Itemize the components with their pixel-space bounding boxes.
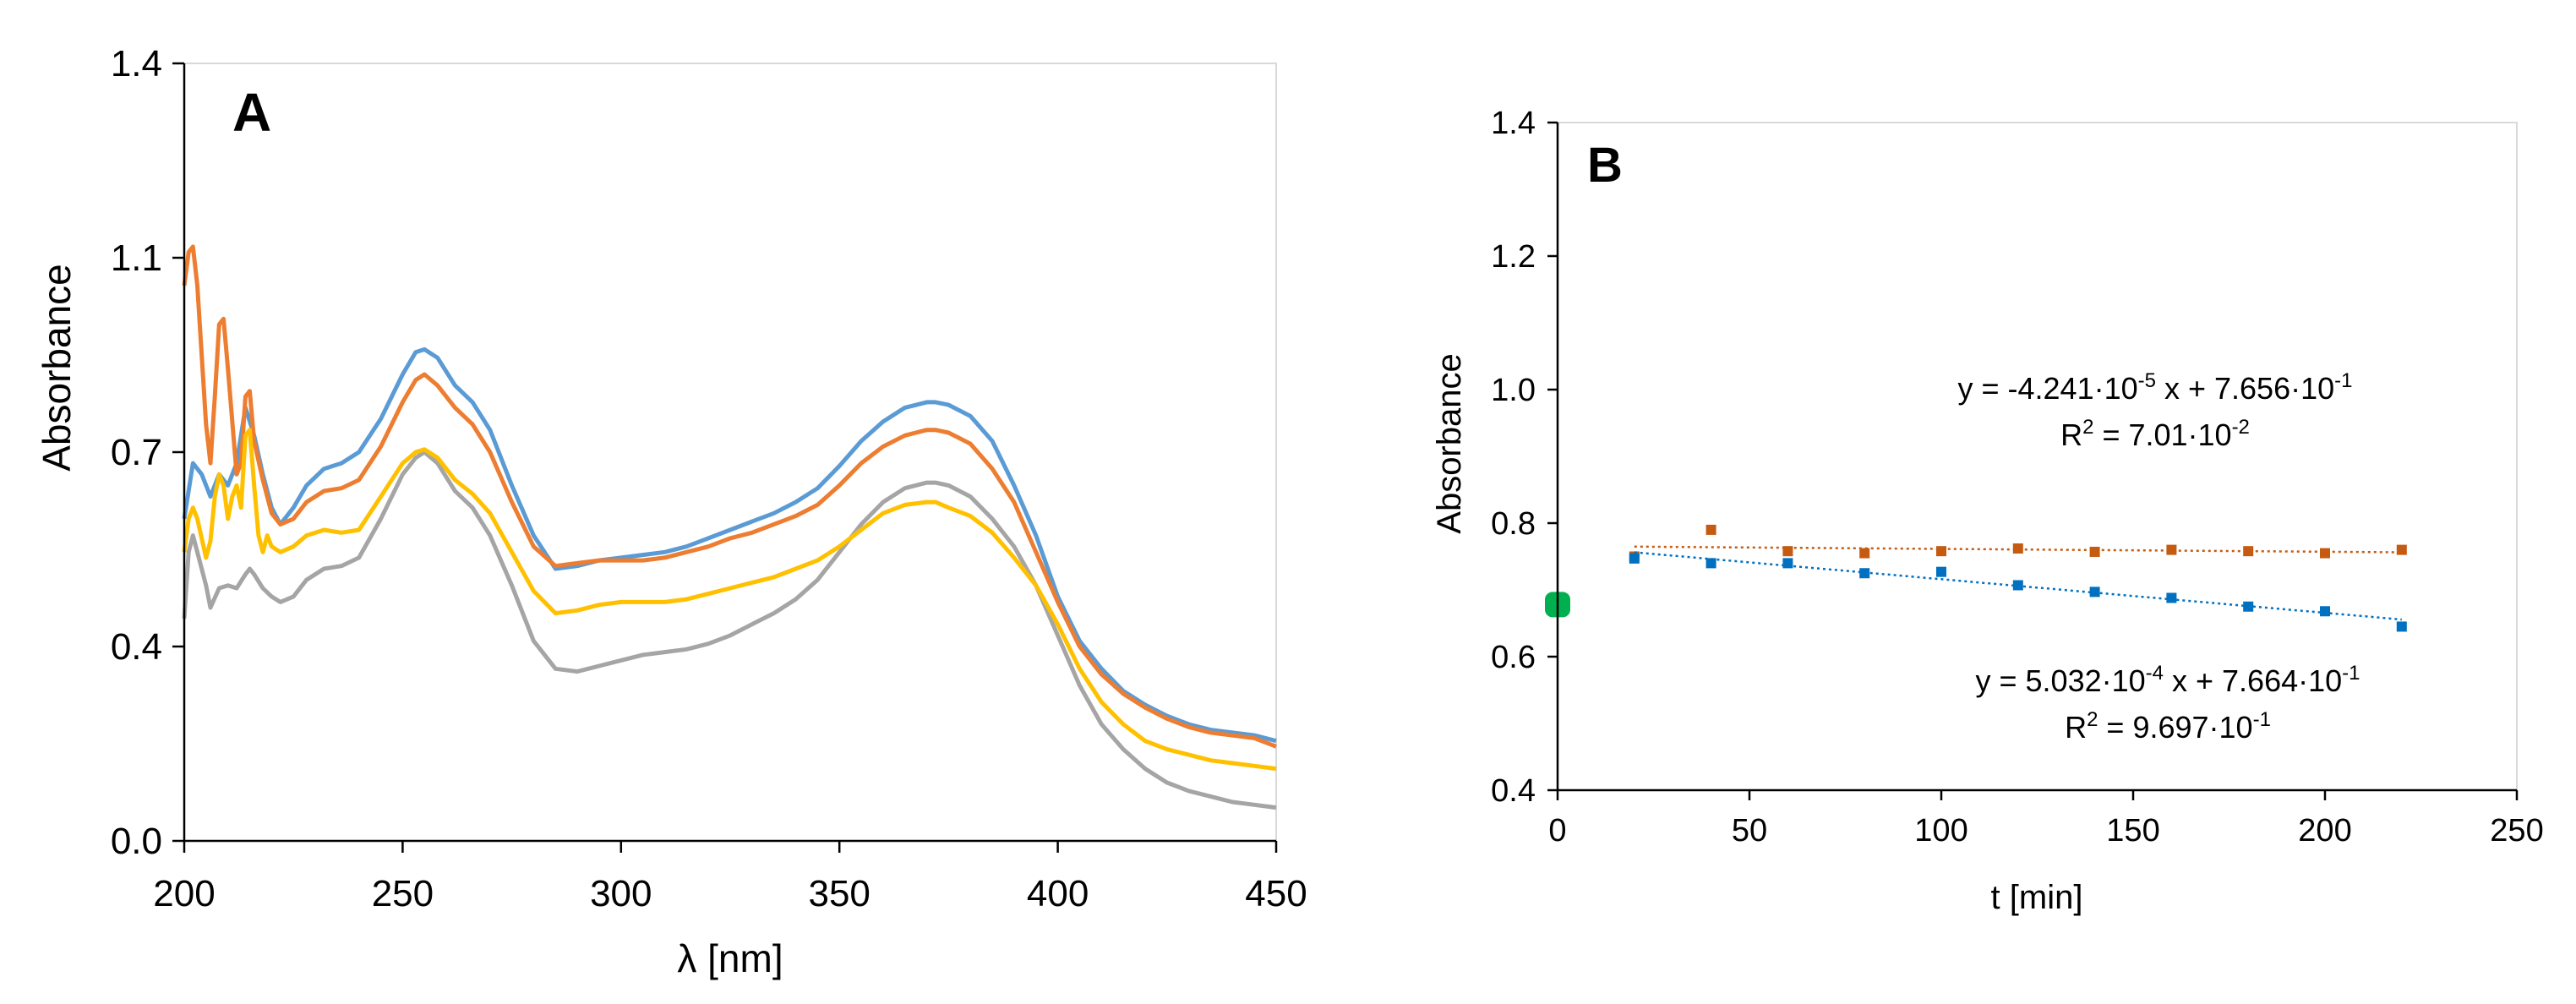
chart-b-point-blue	[2089, 587, 2100, 597]
chart-b-trendline-orange	[1634, 545, 2402, 554]
chart-b-point-blue	[1782, 558, 1793, 569]
chart-b-point-orange	[2012, 543, 2023, 554]
chart-b-point-blue	[1936, 566, 1946, 577]
chart-a-x-tick-label: 300	[590, 873, 652, 914]
chart-b-point-blue	[2012, 580, 2023, 591]
chart-b-point-blue	[1859, 568, 1870, 579]
chart-b-point-orange	[1859, 548, 1870, 559]
chart-b-point-orange	[2166, 544, 2177, 555]
chart-b-series-group	[1545, 524, 2407, 632]
chart-b-x-tick-label: 150	[2106, 813, 2159, 848]
chart-b-x-label: t [min]	[1991, 879, 2083, 916]
chart-a-x-tick-label: 400	[1027, 873, 1089, 914]
chart-b-point-orange	[2089, 546, 2100, 557]
chart-b-panel-label: B	[1587, 138, 1623, 193]
chart-a-panel-label: A	[232, 82, 271, 143]
chart-b-point-blue	[1706, 558, 1716, 569]
chart-a-x-tick-label: 250	[372, 873, 434, 914]
chart-b-point-orange	[1782, 546, 1793, 557]
chart-a-x-tick-label: 350	[808, 873, 870, 914]
chart-b-x-tick-label: 100	[1914, 813, 1967, 848]
chart-b-point-orange	[2320, 548, 2330, 559]
chart-a-y-ticks: 0.0 0.4 0.7 1.1 1.4	[111, 43, 184, 862]
chart-b-x-tick-label: 250	[2490, 813, 2543, 848]
chart-b-y-tick-label: 1.0	[1491, 373, 1536, 408]
chart-b-y-tick-label: 0.8	[1491, 506, 1536, 542]
chart-b-point-blue	[2243, 601, 2254, 612]
blue-trend-r2: R2 = 9.697·10-1	[2065, 708, 2271, 745]
chart-b: 0.4 0.6 0.8 1.0 1.2 1.4 0 50 100 150 200 250 B t […	[1431, 106, 2544, 916]
chart-a-plot-area	[183, 63, 1277, 842]
chart-a-x-tick-label: 200	[153, 873, 215, 914]
chart-a-y-tick-label: 0.7	[111, 432, 162, 473]
chart-b-y-tick-label: 0.4	[1491, 773, 1536, 809]
chart-a-series-yellow	[182, 428, 1277, 772]
chart-b-x-tick-label: 0	[1548, 813, 1566, 848]
chart-b-point-blue	[1629, 553, 1640, 564]
blue-trend-equation: y = 5.032·10-4 x + 7.664·10-1	[1976, 662, 2360, 698]
orange-trend-r2: R2 = 7.01·10-2	[2060, 416, 2250, 452]
chart-b-point-orange	[1936, 546, 1946, 557]
chart-b-point-orange	[2396, 544, 2407, 555]
chart-b-point-orange	[2243, 546, 2254, 557]
chart-a-y-tick-label: 0.4	[111, 626, 162, 668]
chart-a-y-label: Absorbance	[35, 264, 79, 472]
chart-b-x-ticks: 0 50 100 150 200 250	[1548, 790, 2544, 848]
chart-a-series-gray	[182, 450, 1277, 810]
chart-a-y-tick-label: 0.0	[111, 821, 162, 862]
chart-b-point-blue	[2396, 621, 2407, 632]
chart-b-y-tick-label: 1.2	[1491, 239, 1536, 275]
chart-b-y-ticks: 0.4 0.6 0.8 1.0 1.2 1.4	[1491, 106, 1558, 809]
chart-a: 0.0 0.4 0.7 1.1 1.4 200 250 300 350 400 450 A λ […	[35, 43, 1307, 980]
chart-b-x-tick-label: 50	[1732, 813, 1767, 848]
chart-a-y-tick-label: 1.4	[111, 43, 162, 85]
chart-b-point-blue	[2166, 592, 2177, 603]
chart-b-x-tick-label: 200	[2298, 813, 2351, 848]
orange-trend-equation: y = -4.241·10-5 x + 7.656·10-1	[1958, 369, 2353, 406]
chart-a-x-tick-label: 450	[1245, 873, 1307, 914]
chart-a-series-group	[182, 244, 1277, 810]
chart-a-series-blue	[182, 346, 1277, 744]
chart-a-y-tick-label: 1.1	[111, 237, 162, 279]
chart-b-point-blue	[2320, 606, 2330, 617]
chart-a-x-label: λ [nm]	[677, 936, 783, 980]
chart-b-point-orange	[1706, 524, 1716, 535]
chart-b-y-label: Absorbance	[1431, 353, 1468, 533]
chart-b-y-tick-label: 1.4	[1491, 106, 1536, 141]
chart-a-x-ticks: 200 250 300 350 400 450	[153, 841, 1307, 914]
chart-b-y-tick-label: 0.6	[1491, 640, 1536, 675]
chart-a-series-orange	[182, 244, 1277, 749]
